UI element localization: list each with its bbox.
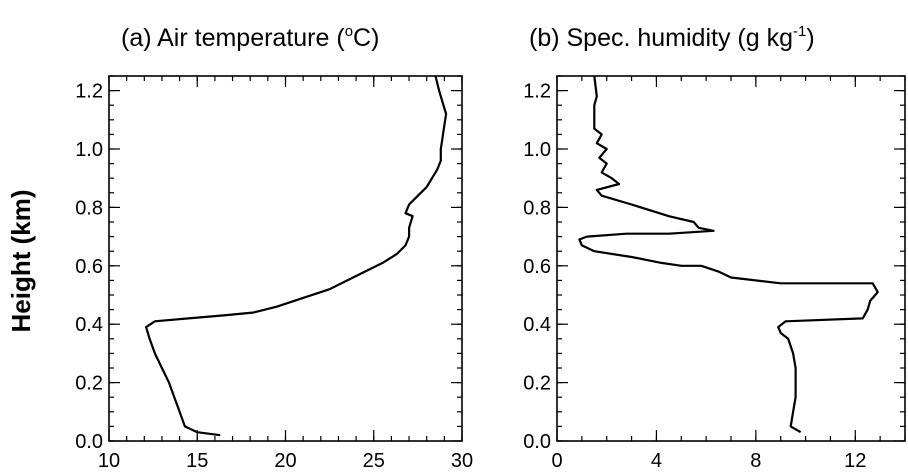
hum-y-tick-label: 0.2 <box>523 373 551 395</box>
hum-y-tick-label: 0.4 <box>523 314 551 336</box>
temp-x-tick-label: 10 <box>98 450 120 472</box>
temp-y-tick-label: 0.6 <box>75 256 103 278</box>
temp-y-tick-label: 0.8 <box>75 197 103 219</box>
temp-x-tick-label: 20 <box>274 450 296 472</box>
temp-y-tick-label: 0.2 <box>75 373 103 395</box>
hum-y-tick-label: 0.8 <box>523 197 551 219</box>
hum-profile-line <box>578 75 879 434</box>
hum-x-tick-label: 4 <box>651 450 662 472</box>
temp-y-tick-label: 1.0 <box>75 139 103 161</box>
panel-b-title: (b) Spec. humidity (g kg-1) <box>529 23 815 52</box>
hum-x-tick-label: 12 <box>844 450 866 472</box>
hum-plot-frame <box>556 75 906 442</box>
hum-x-tick-label: 8 <box>750 450 761 472</box>
panel-a-title: (a) Air temperature (oC) <box>121 23 379 52</box>
temp-y-tick-label: 1.2 <box>75 81 103 103</box>
temp-x-tick-label: 15 <box>186 450 208 472</box>
temp-y-tick-label: 0.0 <box>75 431 103 453</box>
hum-x-tick-label: 0 <box>551 450 562 472</box>
hum-y-tick-label: 0.6 <box>523 256 551 278</box>
y-axis-label: Height (km) <box>6 190 36 333</box>
temp-profile-line <box>145 75 448 437</box>
temp-y-tick-label: 0.4 <box>75 314 103 336</box>
temp-x-tick-label: 25 <box>363 450 385 472</box>
panel-a-temperature: 0.0 0.2 0.4 0.6 0.8 1.0 1.2 10 15 20 25 30 <box>75 75 473 472</box>
panel-b-humidity: 0.0 0.2 0.4 0.6 0.8 1.0 1.2 0 4 8 12 <box>523 75 906 472</box>
temp-plot-frame <box>108 75 463 442</box>
temp-x-tick-label: 30 <box>451 450 473 472</box>
hum-y-tick-label: 0.0 <box>523 431 551 453</box>
hum-y-tick-label: 1.0 <box>523 139 551 161</box>
hum-y-tick-label: 1.2 <box>523 81 551 103</box>
